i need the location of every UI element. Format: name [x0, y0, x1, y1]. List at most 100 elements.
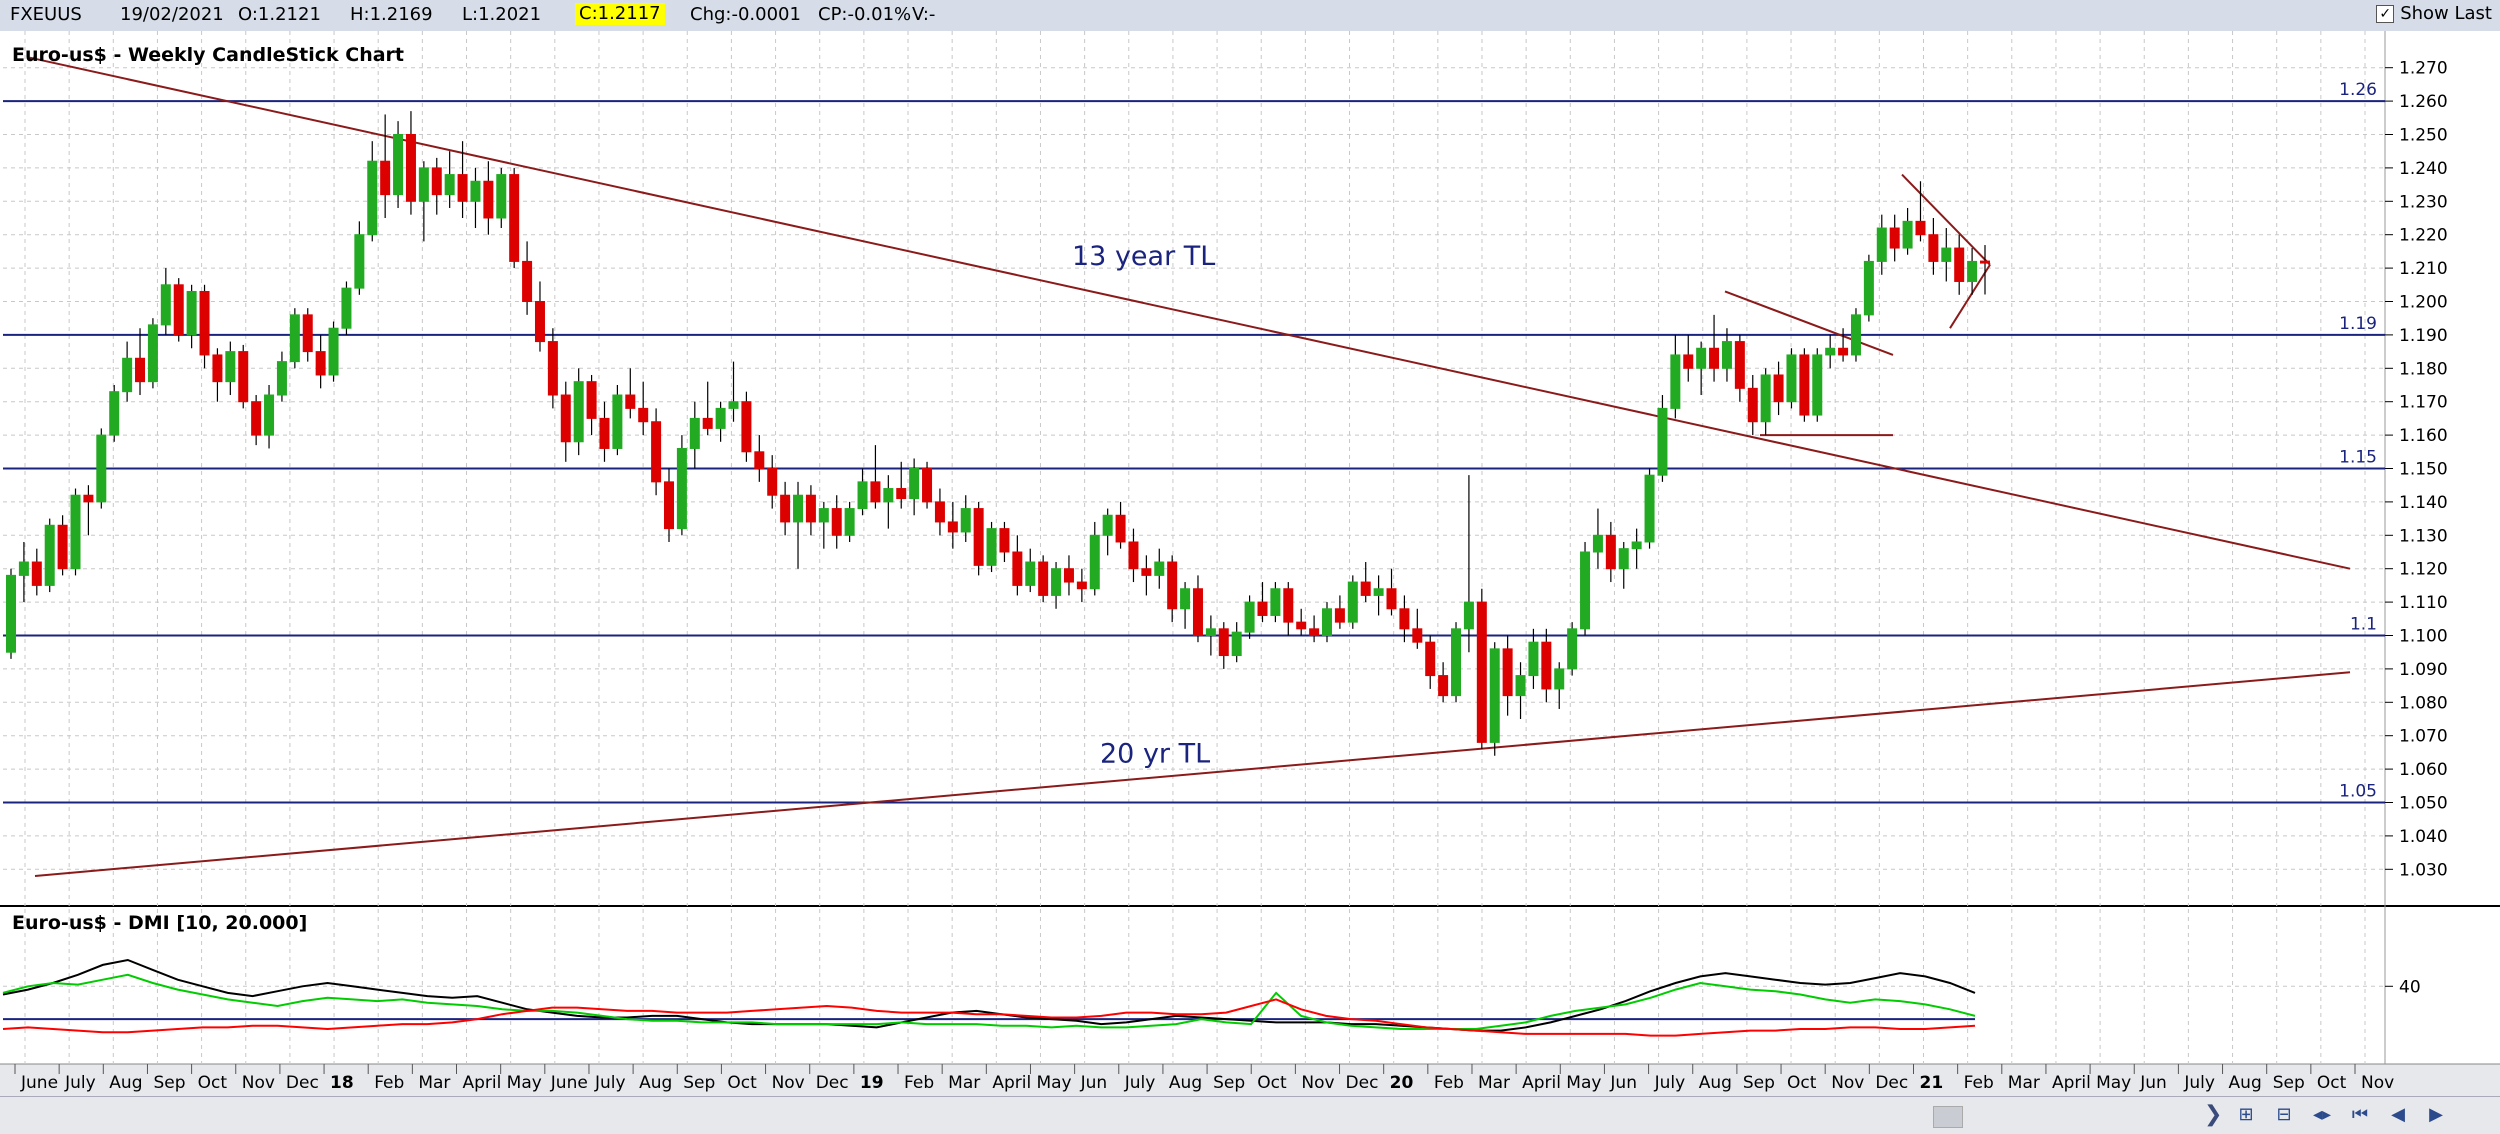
- x-tick-label: Nov: [242, 1073, 275, 1093]
- x-tick-label: Nov: [1831, 1073, 1864, 1093]
- x-tick-label: July: [1654, 1073, 1686, 1093]
- y-tick-label: 1.030: [2399, 860, 2448, 880]
- candle-up: [96, 434, 107, 503]
- candle-up: [728, 401, 739, 409]
- y-tick-label: 1.190: [2399, 326, 2448, 346]
- x-tick-label: Dec: [1875, 1073, 1908, 1093]
- candle-up: [1618, 548, 1629, 570]
- candle-up: [1089, 534, 1100, 590]
- candle-down: [1218, 628, 1229, 657]
- candle-up: [1205, 628, 1216, 637]
- open-label: O:1.2121: [238, 4, 321, 25]
- x-tick-label: June: [20, 1073, 58, 1093]
- candle-up: [1644, 474, 1655, 543]
- y-tick-label: 1.110: [2399, 593, 2448, 613]
- candle-up: [1721, 341, 1732, 369]
- trendline-13-year: [29, 56, 2351, 570]
- candle-down: [870, 481, 881, 503]
- show-last-toggle[interactable]: ✓ Show Last: [2376, 3, 2492, 24]
- candle-up: [147, 324, 158, 383]
- candle-up: [1154, 561, 1165, 576]
- candle-up: [1580, 551, 1591, 630]
- candle-up: [444, 174, 455, 196]
- candle-down: [741, 401, 752, 453]
- dmi-chart-title: Euro-us$ - DMI [10, 20.000]: [12, 912, 307, 934]
- candle-up: [573, 381, 584, 443]
- prev-page-button[interactable]: ◀: [2391, 1104, 2405, 1125]
- x-tick-label: Jun: [1080, 1073, 1108, 1093]
- horizontal-scrollbar[interactable]: ❯ ⊞ ⊟ ◂▸ ⏮ ◀ ▶: [0, 1096, 2500, 1134]
- y-tick-label: 1.090: [2399, 660, 2448, 680]
- candle-up: [1670, 354, 1681, 409]
- candle-down: [1425, 641, 1436, 677]
- x-tick-label: Sep: [683, 1073, 715, 1093]
- candle-up: [1902, 220, 1913, 249]
- volume-label: V:-: [912, 4, 936, 25]
- candle-up: [1631, 541, 1642, 550]
- candle-down: [1399, 608, 1410, 630]
- candle-down: [1192, 588, 1203, 636]
- candle-up: [1554, 668, 1565, 690]
- x-tick-label: Aug: [639, 1073, 672, 1093]
- candle-down: [251, 401, 262, 436]
- candle-up: [1825, 347, 1836, 356]
- candle-down: [1683, 354, 1694, 369]
- level-label: 1.05: [2339, 782, 2377, 802]
- candle-up: [1876, 227, 1887, 262]
- candle-down: [625, 394, 636, 409]
- candle-up: [289, 314, 300, 363]
- x-tick-label: Aug: [2229, 1073, 2262, 1093]
- x-axis-strip: [0, 1064, 2500, 1096]
- y-tick-label: 1.050: [2399, 794, 2448, 814]
- candle-down: [1605, 534, 1616, 570]
- next-page-button[interactable]: ▶: [2429, 1104, 2443, 1125]
- show-last-checkbox[interactable]: ✓: [2376, 4, 2395, 23]
- x-tick-label: Mar: [418, 1073, 450, 1093]
- candle-up: [1347, 581, 1358, 623]
- candle-up: [1451, 628, 1462, 697]
- candle-down: [457, 174, 468, 202]
- candle-up: [1592, 534, 1603, 553]
- x-tick-label: 19: [860, 1073, 884, 1093]
- y-tick-label: 1.060: [2399, 760, 2448, 780]
- y-tick-label: 1.200: [2399, 293, 2448, 313]
- trendline-20-year: [34, 671, 2351, 877]
- x-tick-label: 20: [1390, 1073, 1414, 1093]
- pennant-lower-line: [1949, 264, 1991, 329]
- x-tick-label: Oct: [2317, 1073, 2347, 1093]
- first-page-button[interactable]: ⏮: [2351, 1104, 2369, 1125]
- quote-bar: FXEUUS 19/02/2021 O:1.2121 H:1.2169 L:1.…: [0, 0, 2500, 32]
- y-tick-label: 1.260: [2399, 92, 2448, 112]
- candle-down: [1334, 608, 1345, 623]
- y-tick-label: 1.160: [2399, 426, 2448, 446]
- dmi-series-line-0: [2, 958, 1976, 1032]
- zoom-out-button[interactable]: ⊟: [2276, 1104, 2292, 1125]
- candle-up: [1863, 260, 1874, 316]
- chart-area: 1.270 1.260 1.250 1.240 1.230 1.220 1.210 1.200…: [0, 31, 2500, 1096]
- scrollbar-thumb[interactable]: [1933, 1106, 1963, 1128]
- pan-button[interactable]: ◂▸: [2312, 1104, 2332, 1125]
- zoom-in-button[interactable]: ⊞: [2238, 1104, 2254, 1125]
- candle-up: [341, 287, 352, 329]
- dmi-y-tick-label: 40: [2399, 977, 2421, 997]
- candle-down: [1038, 561, 1049, 596]
- pennant-upper-line: [1901, 173, 1991, 266]
- candle-up: [715, 407, 726, 429]
- y-tick-label: 1.220: [2399, 226, 2448, 246]
- x-tick-label: Oct: [1257, 1073, 1287, 1093]
- candle-down: [1541, 641, 1552, 690]
- candle-up: [1967, 260, 1978, 282]
- candle-up: [6, 574, 16, 653]
- candle-down: [1012, 551, 1023, 586]
- x-tick-label: Dec: [816, 1073, 849, 1093]
- candle-down: [1128, 541, 1139, 570]
- scroll-right-arrow[interactable]: ❯: [2204, 1102, 2223, 1127]
- channel-upper-line: [1724, 290, 1894, 356]
- x-tick-label: Feb: [1964, 1073, 1994, 1093]
- x-tick-label: Feb: [904, 1073, 934, 1093]
- candle-up: [109, 391, 120, 436]
- candle-down: [805, 494, 816, 523]
- candle-up: [1515, 675, 1526, 697]
- candle-down: [1734, 341, 1745, 389]
- candle-down: [238, 351, 249, 403]
